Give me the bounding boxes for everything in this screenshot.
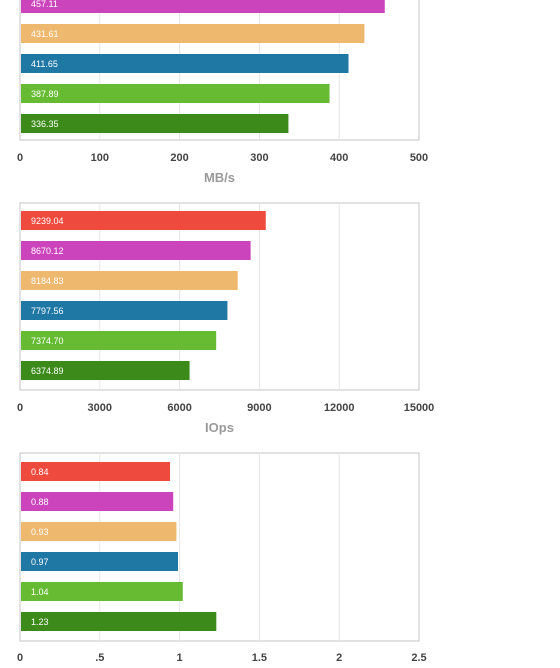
bar [21, 0, 385, 13]
x-axis-title: MB/s [204, 170, 235, 185]
x-tick-label: 1 [177, 652, 183, 663]
bar [21, 241, 251, 260]
bar [21, 612, 217, 631]
bar-value-label: 1.04 [31, 587, 49, 597]
x-tick-label: 3000 [88, 402, 112, 414]
bar [21, 114, 289, 133]
x-tick-label: 0 [17, 652, 23, 663]
bar [21, 492, 174, 511]
bar-value-label: 9239.04 [31, 216, 64, 226]
bar-value-label: 0.88 [31, 497, 49, 507]
x-tick-label: 2 [336, 652, 342, 663]
x-tick-label: 15000 [404, 402, 435, 414]
bar-value-label: 411.65 [31, 59, 58, 69]
x-tick-label: .5 [95, 652, 104, 663]
plot-area [19, 202, 420, 391]
bar [21, 462, 171, 481]
x-axis-title: IOps [205, 420, 234, 435]
bar [21, 211, 266, 230]
bar [21, 552, 179, 571]
chart-panel-1: 457.11 431.61 411.65 387.89 336.35 0 100 200 300… [17, 0, 428, 185]
bar-value-label: 1.23 [31, 617, 49, 627]
chart-panel-2: 9239.04 8670.12 8184.83 7797.56 7374.70 6374.… [17, 202, 435, 435]
x-tick-label: 400 [330, 152, 348, 164]
bar-value-label: 6374.89 [31, 366, 64, 376]
chart-panel-3: 0.84 0.88 0.93 0.97 1.04 1.23 0 .5 1 1.5 2 2.5 [17, 452, 427, 664]
bar [21, 361, 190, 380]
bar-value-label: 431.61 [31, 29, 59, 39]
x-tick-label: 9000 [247, 402, 271, 414]
x-tick-label: 500 [410, 152, 428, 164]
x-tick-label: 0 [17, 152, 23, 164]
x-tick-label: 300 [250, 152, 268, 164]
x-tick-label: 200 [170, 152, 188, 164]
bar-value-label: 0.84 [31, 467, 49, 477]
x-tick-label: 2.5 [411, 652, 426, 663]
bar-value-label: 8184.83 [31, 276, 64, 286]
bar-value-label: 387.89 [31, 89, 59, 99]
x-tick-label: 0 [17, 402, 23, 414]
bar-value-label: 8670.12 [31, 246, 64, 256]
bar-value-label: 0.93 [31, 527, 49, 537]
bar-value-label: 457.11 [31, 0, 58, 9]
bar [21, 522, 177, 541]
bar [21, 24, 365, 43]
bar [21, 54, 349, 73]
bar [21, 582, 183, 601]
bar [21, 84, 330, 103]
bar-value-label: 336.35 [31, 119, 59, 129]
bar-value-label: 7374.70 [31, 336, 64, 346]
x-tick-label: 100 [91, 152, 109, 164]
bar-value-label: 7797.56 [31, 306, 64, 316]
x-tick-label: 6000 [167, 402, 191, 414]
bar [21, 301, 228, 320]
bar [21, 331, 217, 350]
bar-value-label: 0.97 [31, 557, 49, 567]
x-tick-label: 1.5 [252, 652, 267, 663]
x-tick-label: 12000 [324, 402, 355, 414]
bar [21, 271, 238, 290]
plot-area [19, 452, 420, 642]
